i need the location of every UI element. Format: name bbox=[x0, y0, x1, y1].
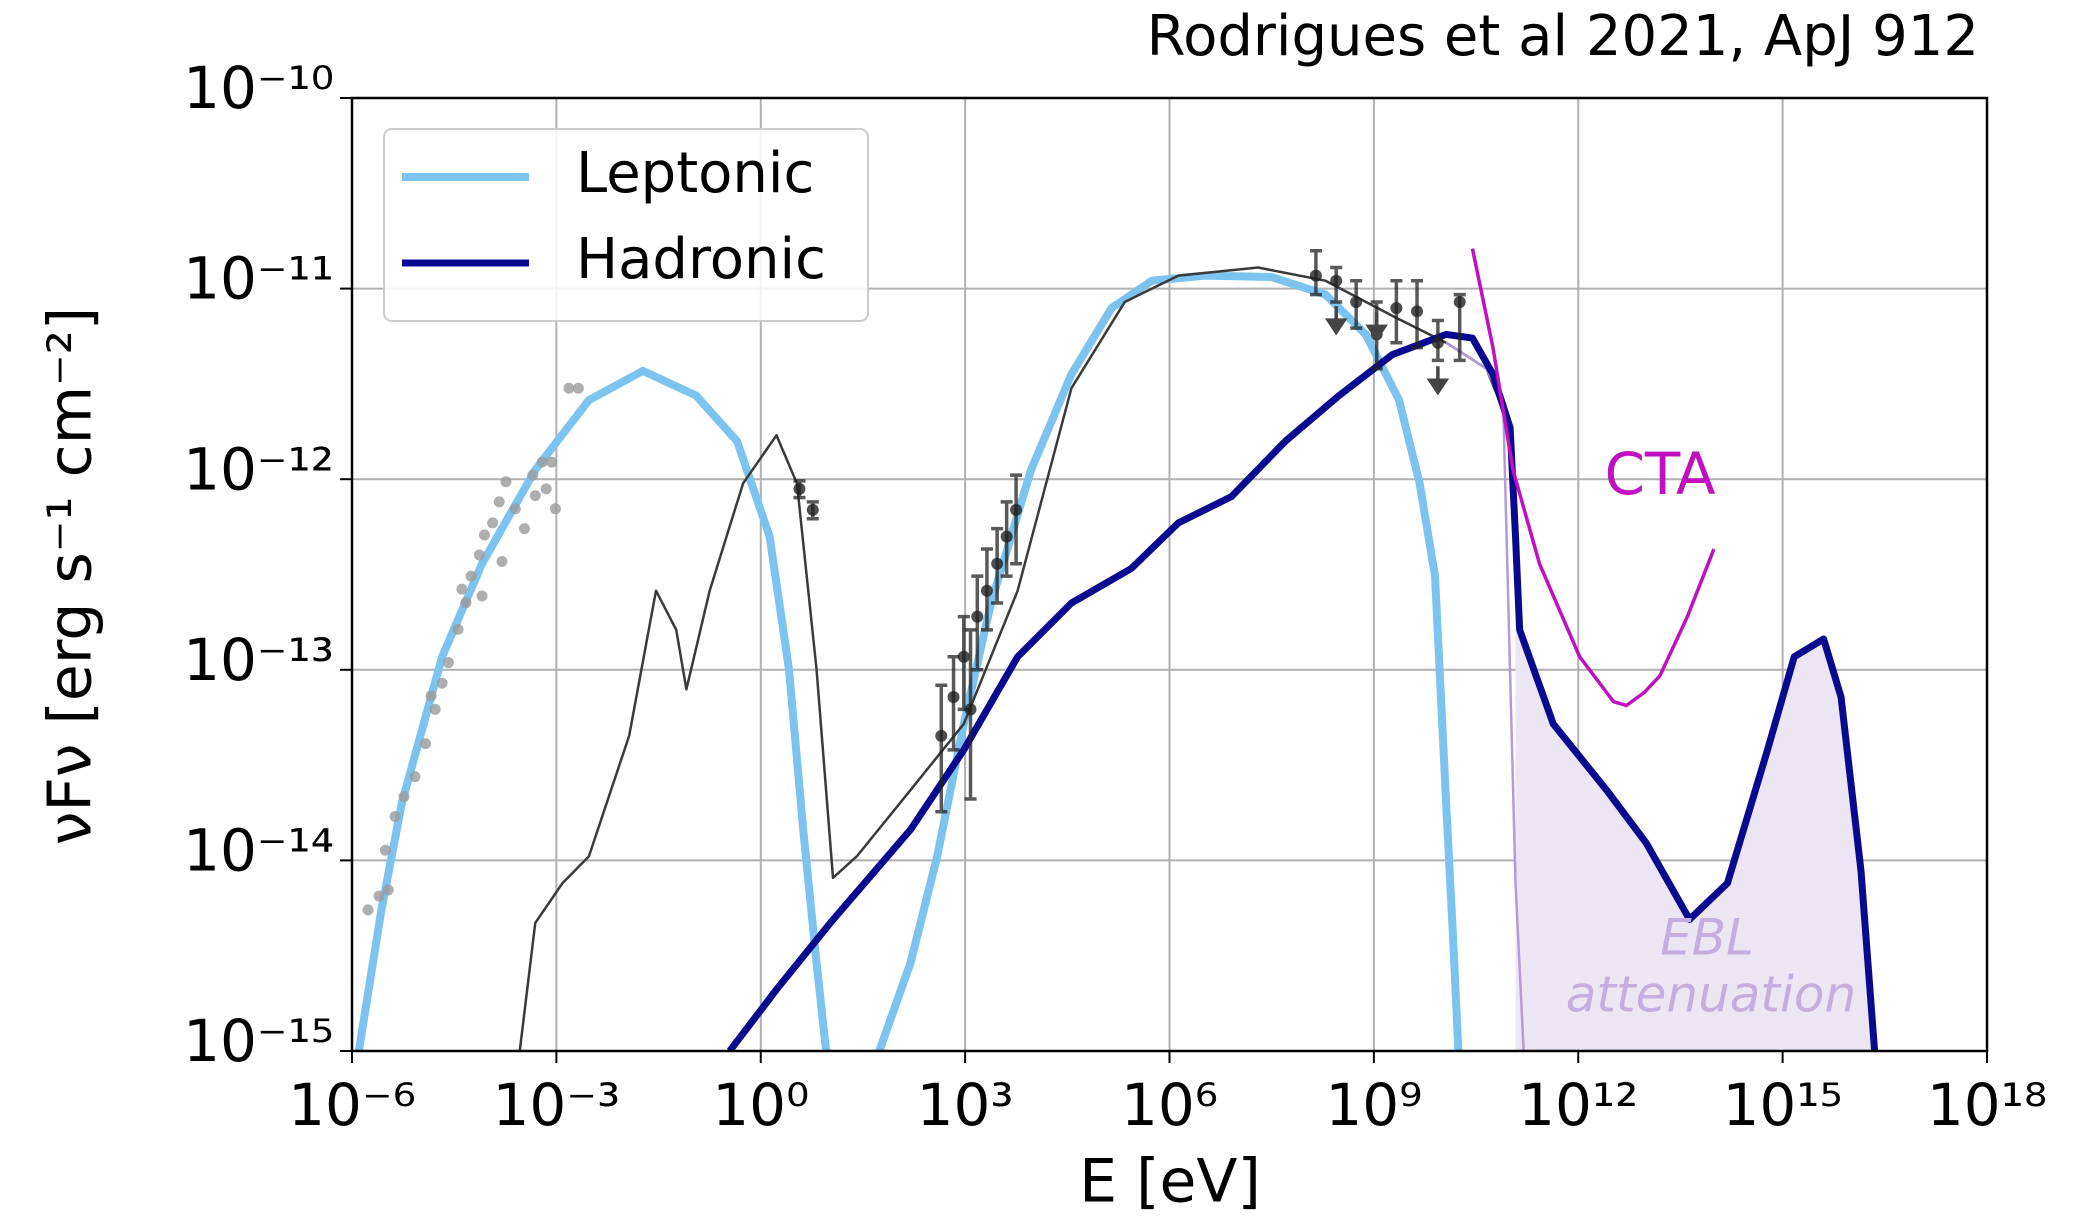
y-tick-label: 10⁻¹³ bbox=[183, 626, 334, 694]
point bbox=[442, 657, 454, 669]
y-tick-label: 10⁻¹¹ bbox=[183, 245, 334, 313]
point bbox=[429, 703, 441, 715]
point bbox=[456, 583, 468, 595]
ebl-label: attenuation bbox=[1566, 966, 1856, 1024]
x-tick-label: 10⁶ bbox=[1121, 1071, 1218, 1139]
x-tick-label: 10⁻³ bbox=[493, 1071, 621, 1139]
cta-label: CTA bbox=[1604, 440, 1715, 508]
x-tick-label: 10¹² bbox=[1518, 1071, 1638, 1139]
point bbox=[1000, 530, 1013, 543]
point bbox=[793, 482, 806, 495]
x-tick-label: 10¹⁵ bbox=[1722, 1071, 1842, 1139]
point bbox=[452, 623, 464, 635]
point bbox=[964, 703, 977, 716]
point bbox=[563, 382, 575, 394]
error-bar bbox=[947, 655, 960, 752]
y-tick-label: 10⁻¹² bbox=[183, 435, 334, 503]
point bbox=[425, 690, 437, 702]
point bbox=[1390, 302, 1403, 315]
point bbox=[1309, 269, 1322, 282]
point bbox=[362, 904, 374, 916]
point bbox=[509, 503, 521, 515]
x-tick-label: 10¹⁸ bbox=[1927, 1071, 2047, 1139]
point bbox=[373, 890, 385, 902]
x-tick-label: 10⁻⁶ bbox=[288, 1071, 416, 1139]
plot-frame bbox=[350, 96, 1989, 1053]
point bbox=[1330, 274, 1343, 287]
area bbox=[1515, 536, 1875, 1051]
point bbox=[487, 517, 499, 529]
point bbox=[476, 590, 488, 602]
point bbox=[478, 529, 490, 541]
point bbox=[398, 791, 410, 803]
point bbox=[493, 496, 505, 508]
point bbox=[518, 523, 530, 535]
point bbox=[382, 884, 394, 896]
line bbox=[354, 271, 1463, 1051]
point bbox=[500, 476, 512, 488]
point bbox=[496, 556, 508, 568]
y-axis-label: νFν [erg s⁻¹ cm⁻²] bbox=[36, 307, 106, 845]
point bbox=[971, 610, 984, 623]
point bbox=[947, 690, 960, 703]
upper-limit bbox=[1426, 366, 1450, 396]
plot-area: 10⁻⁶ 10⁻³ 10⁰ 10³ 10⁶ 10⁹ 10¹² 10¹⁵ 10¹⁸ 10⁻¹⁵ 10⁻… bbox=[183, 54, 2047, 1139]
point bbox=[572, 382, 584, 394]
point bbox=[379, 844, 391, 856]
series-layer bbox=[354, 248, 1879, 1051]
upper-limit bbox=[1365, 312, 1388, 342]
point bbox=[473, 549, 485, 561]
point bbox=[1453, 296, 1466, 309]
error-bar bbox=[1010, 473, 1023, 566]
point bbox=[536, 456, 548, 468]
point bbox=[540, 483, 552, 495]
x-axis-label: E [eV] bbox=[1079, 1147, 1261, 1217]
line bbox=[1470, 248, 1716, 708]
legend-label: Leptonic bbox=[576, 141, 814, 206]
line bbox=[726, 330, 1879, 1051]
line bbox=[518, 266, 1512, 1051]
source-note: Rodrigues et al 2021, ApJ 912 bbox=[1147, 4, 1979, 69]
x-tick-label: 10⁹ bbox=[1325, 1071, 1422, 1139]
point bbox=[1350, 296, 1363, 309]
point bbox=[935, 729, 948, 742]
point bbox=[465, 570, 477, 582]
point bbox=[806, 503, 819, 516]
point bbox=[980, 584, 993, 597]
point bbox=[389, 810, 401, 822]
y-tick-label: 10⁻¹⁵ bbox=[183, 1007, 334, 1075]
point bbox=[527, 469, 539, 481]
point bbox=[957, 650, 970, 663]
error-bar bbox=[935, 683, 948, 814]
point bbox=[549, 503, 561, 515]
ebl-label: EBL bbox=[1660, 909, 1754, 967]
y-tick-label: 10⁻¹⁴ bbox=[183, 817, 334, 885]
point bbox=[991, 557, 1004, 570]
point bbox=[1431, 336, 1444, 349]
error-bar bbox=[971, 574, 984, 672]
point bbox=[409, 771, 421, 783]
point bbox=[529, 490, 541, 502]
upper-limit bbox=[1324, 306, 1348, 336]
x-tick-label: 10⁰ bbox=[712, 1071, 809, 1139]
point bbox=[1010, 503, 1023, 516]
point bbox=[460, 597, 472, 609]
legend-label: Hadronic bbox=[576, 227, 826, 292]
point bbox=[436, 677, 448, 689]
point bbox=[546, 456, 558, 468]
x-tick-label: 10³ bbox=[917, 1071, 1014, 1139]
y-tick-label: 10⁻¹⁰ bbox=[183, 54, 334, 122]
point bbox=[1411, 305, 1424, 318]
point bbox=[420, 738, 432, 750]
